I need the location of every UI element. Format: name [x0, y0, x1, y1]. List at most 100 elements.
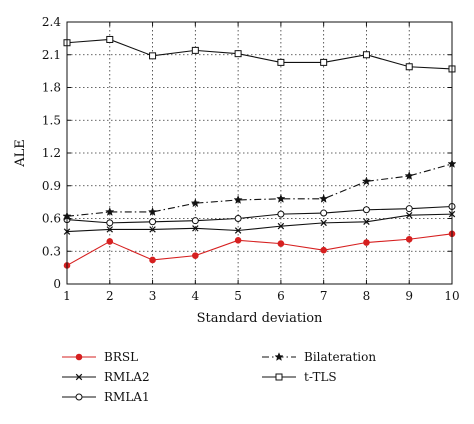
x-tick-label: 10 — [444, 289, 459, 303]
x-axis-title: Standard deviation — [197, 311, 323, 326]
legend-item-bilateration: Bilateration — [262, 350, 376, 364]
data-point-rmla1 — [149, 218, 157, 226]
y-tick-label: 0.6 — [42, 212, 61, 226]
series-line-rmla2 — [66, 213, 453, 233]
cross-stroke — [320, 219, 327, 227]
legend-item-rmla2: RMLA2 — [62, 370, 150, 384]
legend-label-rmla2: RMLA2 — [104, 370, 150, 384]
legend-marker-rmla1 — [75, 393, 83, 401]
legend: BRSL RMLA2 RMLA1 Bilateration t-TLS — [62, 350, 376, 404]
data-point-t-tls — [234, 50, 242, 58]
data-point-bilateration — [404, 171, 414, 180]
cross-stroke — [149, 226, 156, 233]
series-t-tls — [63, 35, 456, 73]
data-point-rmla2 — [277, 222, 285, 230]
cross-stroke — [75, 373, 83, 381]
data-point-bilateration — [105, 207, 115, 216]
ticks-layer: 1 2 3 4 5 6 7 8 9 10 0 0.3 0.6 0.9 1.2 1.5 1.8 2.1 2.4 — [42, 15, 460, 303]
y-tick-label: 1.8 — [42, 81, 61, 95]
data-point-bilateration — [319, 193, 329, 203]
x-tick-label: 6 — [277, 289, 285, 303]
x-tick-label: 8 — [363, 289, 371, 303]
data-point-brsl — [106, 238, 114, 245]
series-rmla1 — [63, 202, 456, 227]
data-point-bilateration — [276, 193, 286, 203]
grid-layer — [67, 22, 452, 284]
data-point-t-tls — [405, 63, 413, 71]
data-point-brsl — [405, 235, 413, 243]
data-point-rmla1 — [362, 206, 370, 214]
cross-stroke — [192, 225, 199, 232]
y-tick-label: 2.1 — [42, 48, 61, 62]
x-tick-label: 1 — [63, 289, 71, 303]
data-point-rmla2 — [320, 219, 327, 227]
data-point-rmla2 — [234, 227, 242, 234]
series-line-t-tls — [66, 38, 453, 70]
data-point-rmla2 — [106, 226, 114, 233]
legend-label-rmla1: RMLA1 — [104, 390, 150, 404]
legend-marker-rmla2 — [75, 373, 83, 381]
data-point-bilateration — [361, 176, 372, 186]
y-tick-label: 1.5 — [42, 113, 61, 127]
data-point-rmla1 — [106, 219, 114, 227]
legend-marker-t-tls — [275, 373, 283, 381]
data-point-t-tls — [149, 52, 157, 60]
data-point-rmla1 — [320, 209, 328, 217]
series-line-brsl — [66, 233, 453, 266]
series-bilateration — [62, 159, 457, 221]
data-point-t-tls — [106, 35, 114, 43]
data-point-rmla1 — [277, 210, 285, 218]
data-point-brsl — [192, 252, 199, 259]
data-point-brsl — [234, 237, 242, 244]
x-tick-label: 2 — [106, 289, 114, 303]
y-tick-label: 0 — [53, 277, 61, 291]
data-point-brsl — [277, 240, 285, 247]
data-point-rmla2 — [363, 218, 370, 225]
y-tick-label: 0.3 — [42, 244, 61, 258]
x-tick-label: 4 — [192, 289, 200, 303]
series-layer — [62, 35, 457, 269]
data-point-rmla1 — [234, 215, 242, 222]
cross-stroke — [405, 212, 413, 219]
series-brsl — [63, 230, 456, 269]
legend-marker-bilateration — [274, 352, 284, 361]
data-point-bilateration — [190, 198, 200, 208]
data-point-rmla1 — [191, 217, 199, 225]
legend-label-t-tls: t-TLS — [304, 370, 337, 384]
data-point-bilateration — [233, 195, 243, 204]
data-point-bilateration — [147, 207, 158, 216]
legend-item-rmla1: RMLA1 — [62, 390, 150, 404]
series-rmla2 — [63, 210, 456, 235]
x-tick-label: 5 — [234, 289, 242, 303]
data-point-rmla2 — [192, 225, 199, 232]
data-point-t-tls — [191, 46, 199, 54]
legend-item-brsl: BRSL — [62, 350, 138, 364]
data-point-rmla1 — [405, 205, 413, 213]
data-point-rmla2 — [405, 212, 413, 219]
legend-item-t-tls: t-TLS — [262, 370, 337, 384]
x-tick-label: 7 — [320, 289, 328, 303]
y-tick-label: 1.2 — [42, 146, 61, 160]
data-point-rmla2 — [149, 226, 156, 233]
cross-stroke — [234, 227, 242, 234]
series-line-rmla1 — [66, 205, 453, 224]
cross-stroke — [106, 226, 114, 233]
legend-marker-brsl — [75, 353, 83, 361]
x-tick-label: 3 — [149, 289, 157, 303]
y-axis-title: ALE — [13, 139, 28, 168]
data-point-t-tls — [277, 58, 285, 66]
series-line-bilateration — [66, 163, 453, 217]
legend-label-brsl: BRSL — [104, 350, 138, 364]
y-tick-label: 2.4 — [42, 15, 61, 29]
x-tick-label: 9 — [405, 289, 413, 303]
data-point-brsl — [149, 256, 156, 264]
data-point-brsl — [363, 239, 370, 246]
legend-label-bilateration: Bilateration — [304, 350, 376, 364]
y-tick-label: 0.9 — [42, 179, 61, 193]
data-point-t-tls — [320, 58, 328, 66]
data-point-brsl — [320, 246, 327, 254]
cross-stroke — [363, 218, 370, 225]
data-point-t-tls — [362, 51, 370, 59]
